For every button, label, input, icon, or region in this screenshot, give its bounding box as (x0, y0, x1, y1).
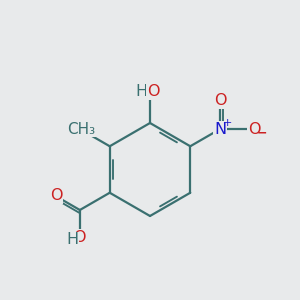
Text: O: O (50, 188, 62, 203)
Text: O: O (74, 230, 86, 244)
Text: H: H (67, 232, 79, 247)
Text: +: + (223, 118, 232, 128)
Text: O: O (248, 122, 260, 136)
Text: O: O (147, 84, 159, 99)
Text: −: − (256, 127, 267, 140)
Text: N: N (214, 122, 226, 136)
Text: O: O (214, 93, 226, 108)
Text: CH₃: CH₃ (67, 122, 95, 137)
Text: H: H (136, 84, 148, 99)
